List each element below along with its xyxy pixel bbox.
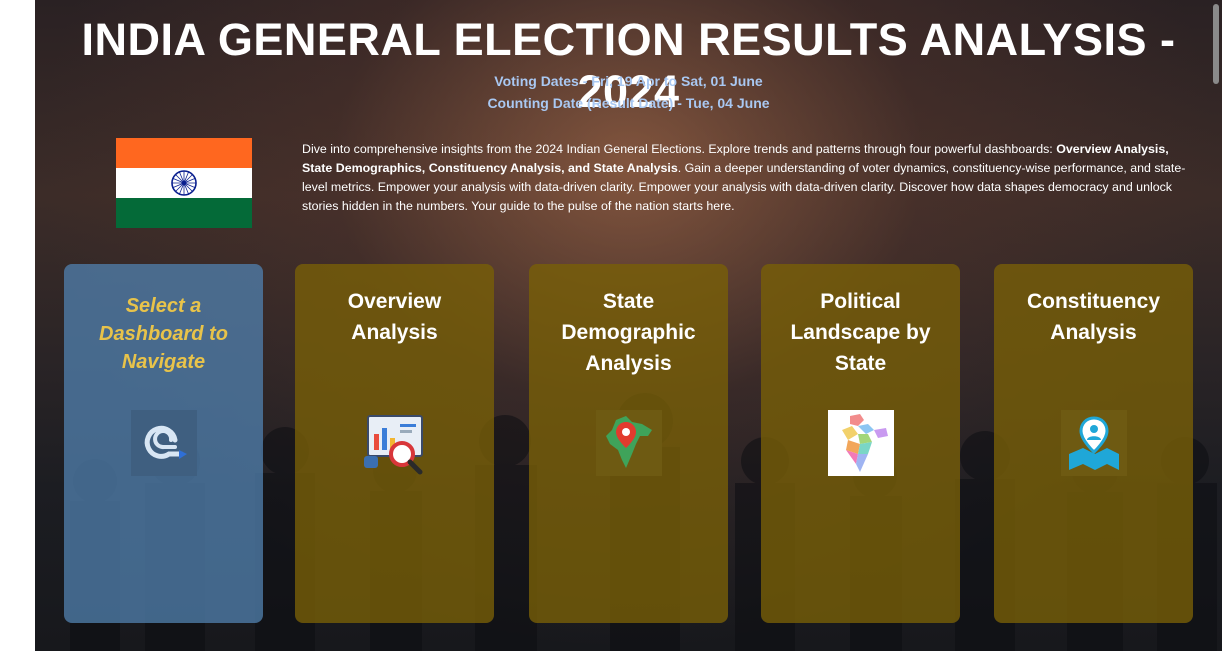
intro-dashboards-list: Overview Analysis, State Demographics, C… xyxy=(302,142,1169,175)
navigate-icon xyxy=(131,410,197,476)
left-gutter xyxy=(0,0,35,651)
page-title: INDIA GENERAL ELECTION RESULTS ANALYSIS … xyxy=(81,14,1176,117)
india-flag-image xyxy=(116,138,252,228)
political-landscape-label: Political Landscape by State xyxy=(790,290,931,375)
india-states-map-icon xyxy=(828,410,894,476)
state-demographic-label: State Demographic Analysis xyxy=(561,290,696,375)
intro-text-part2: . Gain a deeper understanding of voter d… xyxy=(302,161,1186,213)
overview-analysis-label: Overview Analysis xyxy=(347,290,442,344)
intro-description: Dive into comprehensive insights from th… xyxy=(302,140,1187,216)
india-map-pin-icon xyxy=(596,410,662,476)
location-person-map-icon xyxy=(1061,410,1127,476)
report-canvas: INDIA GENERAL ELECTION RESULTS ANALYSIS … xyxy=(35,0,1222,651)
report-magnifier-icon xyxy=(362,410,428,476)
intro-text-part1: Dive into comprehensive insights from th… xyxy=(302,142,1057,156)
ashoka-chakra-icon xyxy=(171,170,197,196)
voting-dates: Voting Dates - Fri, 19 Apr to Sat, 01 Ju… xyxy=(494,73,763,89)
overview-analysis-card[interactable]: Overview Analysis xyxy=(295,264,494,623)
constituency-analysis-card[interactable]: Constituency Analysis xyxy=(994,264,1193,623)
constituency-analysis-label: Constituency Analysis xyxy=(1026,290,1160,344)
counting-date: Counting Date (Result Date) - Tue, 04 Ju… xyxy=(487,95,770,111)
navigate-prompt-card: Select a Dashboard to Navigate xyxy=(64,264,263,623)
political-landscape-card[interactable]: Political Landscape by State xyxy=(761,264,960,623)
navigate-prompt-label: Select a Dashboard to Navigate xyxy=(99,295,228,373)
state-demographic-card[interactable]: State Demographic Analysis xyxy=(529,264,728,623)
vertical-scrollbar[interactable] xyxy=(1213,4,1219,84)
